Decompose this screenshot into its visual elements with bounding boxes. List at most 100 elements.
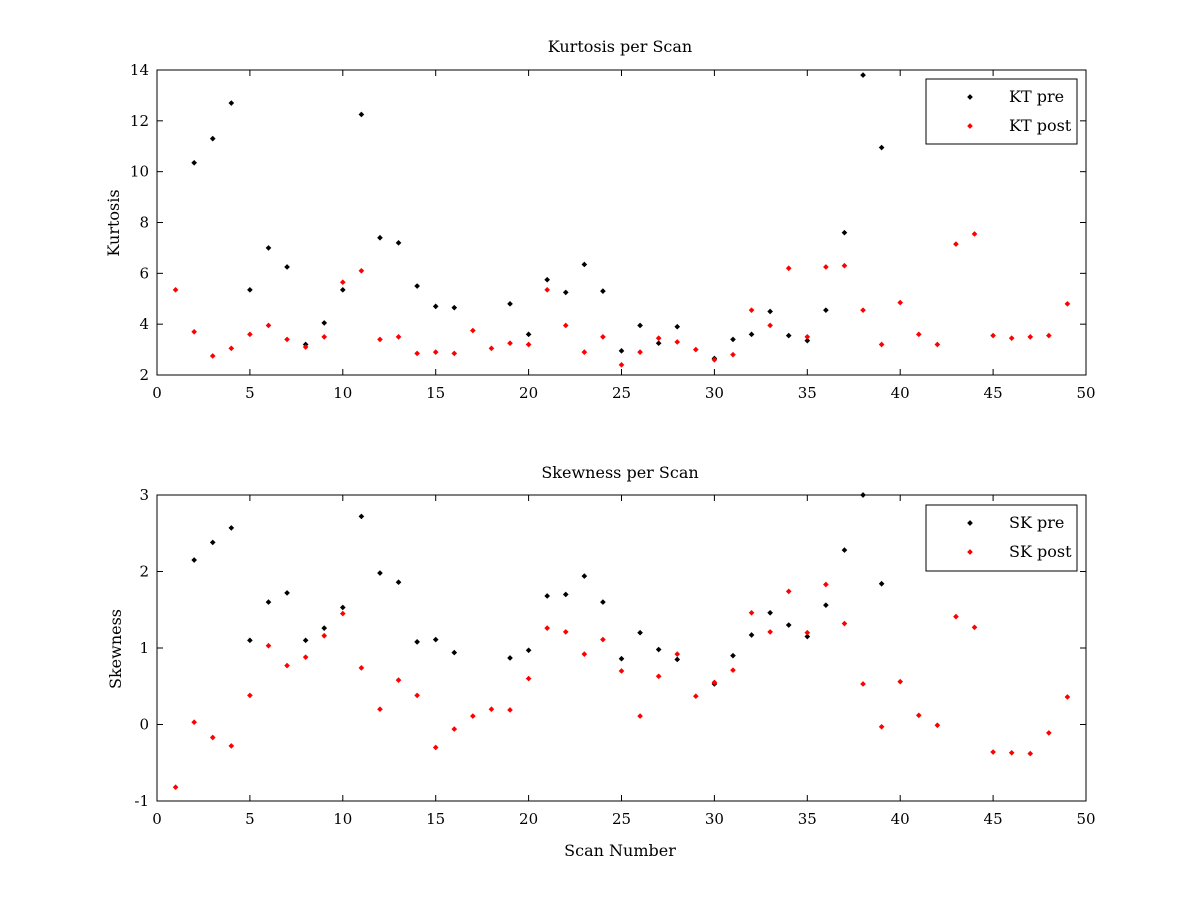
- kurtosis-point-pre: [209, 135, 216, 142]
- skewness-point-post: [748, 609, 755, 616]
- kurtosis-point-post: [934, 341, 941, 348]
- kurtosis-point-pre: [860, 72, 866, 78]
- kurtosis-point-pre: [841, 229, 848, 236]
- kurtosis-point-post: [637, 349, 643, 355]
- kurtosis-point-post: [711, 356, 718, 363]
- kurtosis-point-post: [358, 267, 365, 274]
- kurtosis-x-tick-label: 5: [245, 384, 255, 402]
- skewness-point-post: [1008, 749, 1015, 756]
- kurtosis-point-pre: [878, 144, 885, 151]
- kurtosis-point-post: [172, 287, 179, 293]
- skewness-y-tick-label: 0: [139, 716, 149, 734]
- kurtosis-point-post: [971, 231, 978, 237]
- kurtosis-point-pre: [525, 331, 532, 338]
- skewness-point-post: [247, 692, 253, 699]
- kurtosis-point-post: [451, 350, 458, 357]
- skewness-point-pre: [804, 633, 811, 640]
- kurtosis-y-tick-label: 14: [130, 61, 149, 79]
- skewness-point-post: [990, 749, 996, 755]
- skewness-point-post: [804, 629, 811, 636]
- kurtosis-point-post: [804, 334, 811, 340]
- kurtosis-y-tick-label: 4: [139, 315, 149, 333]
- skewness-y-tick-label: 1: [139, 639, 149, 657]
- kurtosis-point-post: [544, 287, 551, 293]
- kurtosis-point-pre: [377, 234, 383, 241]
- skewness-legend-label-post: SK post: [1009, 542, 1072, 561]
- skewness-y-tick-label: -1: [134, 792, 149, 810]
- kurtosis-y-tick-label: 8: [139, 214, 149, 232]
- skewness-point-post: [953, 613, 959, 620]
- skewness-point-post: [525, 675, 532, 682]
- skewness-point-pre: [284, 590, 290, 596]
- skewness-point-pre: [562, 591, 569, 598]
- kurtosis-point-pre: [228, 100, 235, 106]
- skewness-x-tick-label: 50: [1076, 810, 1095, 828]
- skewness-point-post: [711, 679, 718, 686]
- skewness-x-tick-label: 15: [426, 810, 445, 828]
- kurtosis-x-tick-label: 15: [426, 384, 445, 402]
- skewness-point-pre: [544, 593, 551, 599]
- skewness-point-post: [823, 581, 829, 588]
- kurtosis-point-pre: [414, 283, 420, 289]
- kurtosis-legend-box: [925, 78, 1078, 145]
- kurtosis-point-post: [674, 339, 681, 345]
- skewness-legend-box: [925, 504, 1078, 572]
- kurtosis-point-pre: [339, 287, 346, 293]
- kurtosis-point-pre: [321, 320, 328, 326]
- kurtosis-point-pre: [191, 159, 197, 166]
- kurtosis-title: Kurtosis per Scan: [548, 37, 692, 56]
- skewness-point-pre: [525, 647, 532, 654]
- kurtosis-point-post: [655, 335, 662, 341]
- kurtosis-legend: KT pre KT post: [925, 78, 1078, 145]
- skewness-point-pre: [767, 609, 773, 616]
- kurtosis-point-post: [897, 299, 904, 306]
- kurtosis-point-pre: [451, 304, 458, 311]
- kurtosis-point-post: [953, 241, 959, 247]
- kurtosis-x-tick-label: 40: [891, 384, 910, 402]
- kurtosis-legend-label-post: KT post: [1009, 116, 1072, 135]
- skewness-x-tick-label: 30: [705, 810, 724, 828]
- skewness-legend-marker-post: [967, 549, 973, 555]
- kurtosis-point-post: [785, 265, 792, 272]
- kurtosis-point-post: [878, 341, 885, 348]
- kurtosis-point-post: [562, 322, 569, 329]
- kurtosis-point-pre: [358, 111, 365, 118]
- kurtosis-point-post: [748, 307, 755, 314]
- skewness-point-post: [339, 610, 346, 617]
- skewness-point-post: [897, 678, 904, 685]
- skewness-point-pre: [265, 599, 272, 605]
- kurtosis-y-tick-label: 12: [130, 112, 149, 130]
- skewness-x-tick-label: 0: [152, 810, 162, 828]
- skewness-point-post: [1064, 694, 1071, 700]
- skewness-point-post: [562, 629, 569, 635]
- skewness-point-post: [377, 706, 383, 713]
- skewness-legend-label-pre: SK pre: [1009, 513, 1064, 532]
- skewness-point-post: [395, 677, 402, 683]
- skewness-point-pre: [339, 604, 346, 611]
- skewness-point-post: [544, 625, 551, 631]
- kurtosis-point-post: [1064, 301, 1071, 307]
- kurtosis-point-pre: [395, 240, 402, 246]
- skewness-point-post: [841, 620, 848, 627]
- skewness-point-pre: [209, 539, 216, 546]
- skewness-x-tick-label: 40: [891, 810, 910, 828]
- kurtosis-point-pre: [507, 301, 513, 307]
- kurtosis-axes-frame: [156, 69, 1087, 376]
- skewness-point-pre: [674, 656, 681, 663]
- skewness-point-post: [878, 723, 885, 730]
- kurtosis-point-post: [581, 349, 588, 355]
- skewness-x-axis-label: Scan Number: [564, 841, 676, 860]
- skewness-point-pre: [618, 655, 625, 662]
- skewness-point-pre: [600, 599, 606, 605]
- kurtosis-point-pre: [544, 276, 551, 283]
- kurtosis-point-post: [692, 346, 699, 353]
- kurtosis-point-pre: [730, 336, 736, 343]
- skewness-point-pre: [785, 622, 792, 628]
- kurtosis-legend-marker-pre: [967, 94, 973, 100]
- kurtosis-point-post: [525, 341, 532, 348]
- skewness-point-pre: [507, 655, 513, 661]
- kurtosis-plot: Kurtosis per Scan Kurtosis 0 5 10 15 20 25 30 3…: [104, 37, 1096, 402]
- skewness-point-post: [507, 707, 513, 713]
- kurtosis-point-post: [265, 322, 272, 329]
